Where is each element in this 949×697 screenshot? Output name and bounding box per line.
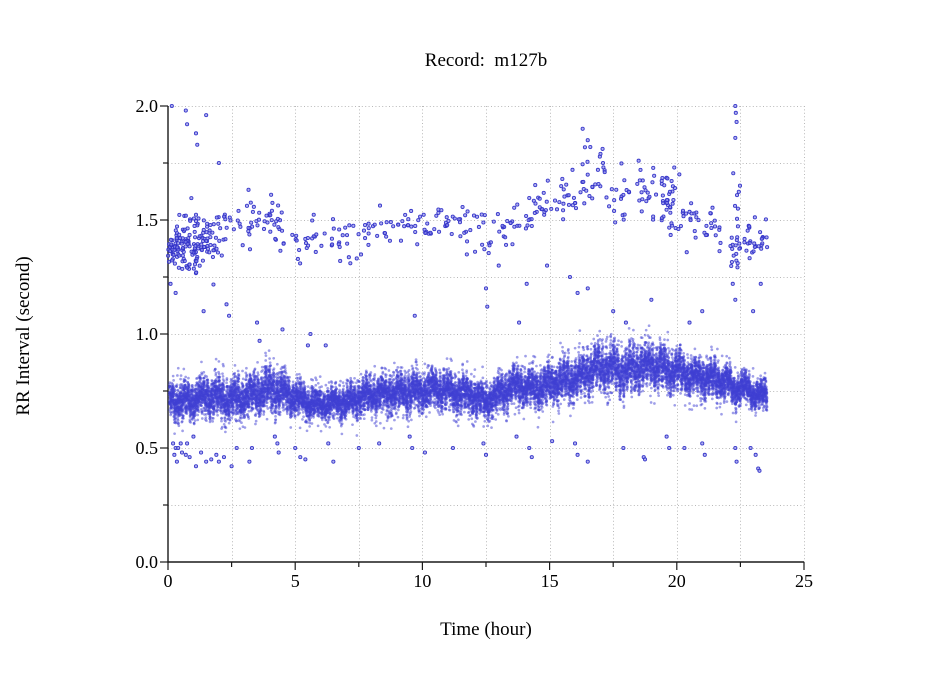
x-tick-label: 25 [795,571,813,591]
y-axis-title: RR Interval (second) [13,256,34,416]
y-tick-label: 1.5 [135,210,159,230]
x-tick-label: 0 [163,571,173,591]
y-tick-label: 0.5 [135,438,159,458]
x-tick-label: 5 [290,571,300,591]
y-tick-label: 1.0 [135,324,159,344]
chart-title: Record: m127b [424,50,548,71]
y-tick-label: 0.0 [135,552,159,572]
x-tick-label: 15 [540,571,559,591]
x-tick-label: 20 [667,571,686,591]
x-tick-label: 10 [413,571,432,591]
x-axis-title: Time (hour) [440,619,532,640]
y-tick-label: 2.0 [135,96,159,116]
